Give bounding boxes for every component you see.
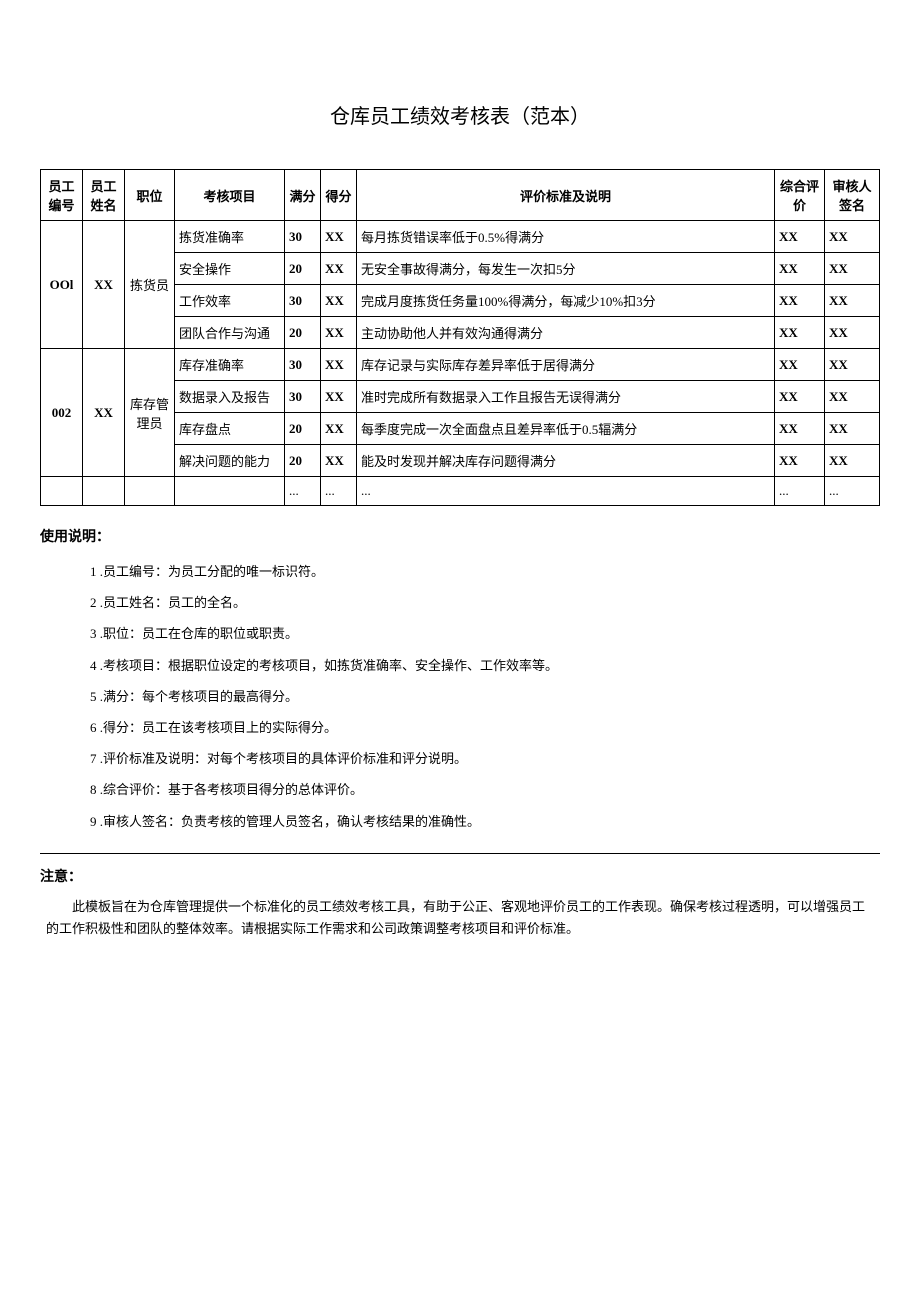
cell-item: 团队合作与沟通 — [175, 317, 285, 349]
cell-comp: XX — [775, 285, 825, 317]
header-score: 得分 — [321, 170, 357, 221]
cell-item: 解决问题的能力 — [175, 445, 285, 477]
page-title: 仓库员工绩效考核表（范本） — [40, 100, 880, 129]
instruction-item: 3 .职位：员工在仓库的职位或职责。 — [90, 618, 880, 649]
cell-sign: XX — [825, 221, 880, 253]
cell-criteria: 完成月度拣货任务量100%得满分，每减少10%扣3分 — [357, 285, 775, 317]
cell-sign: XX — [825, 381, 880, 413]
cell-comp: XX — [775, 413, 825, 445]
instruction-item: 2 .员工姓名：员工的全名。 — [90, 587, 880, 618]
cell-item: 数据录入及报告 — [175, 381, 285, 413]
cell-criteria: 准时完成所有数据录入工作且报告无误得满分 — [357, 381, 775, 413]
instruction-item: 8 .综合评价：基于各考核项目得分的总体评价。 — [90, 774, 880, 805]
cell-sign: XX — [825, 349, 880, 381]
header-name: 员工姓名 — [83, 170, 125, 221]
header-position: 职位 — [125, 170, 175, 221]
cell-full: 20 — [285, 413, 321, 445]
table-header-row: 员工编号 员工姓名 职位 考核项目 满分 得分 评价标准及说明 综合评价 审核人… — [41, 170, 880, 221]
cell-criteria: 库存记录与实际库存差异率低于居得满分 — [357, 349, 775, 381]
cell-sign: XX — [825, 285, 880, 317]
cell-item: 安全操作 — [175, 253, 285, 285]
header-signature: 审核人签名 — [825, 170, 880, 221]
instruction-item: 5 .满分：每个考核项目的最高得分。 — [90, 681, 880, 712]
cell-ellipsis: ... — [321, 477, 357, 506]
cell-score: XX — [321, 413, 357, 445]
instruction-item: 4 .考核项目：根据职位设定的考核项目，如拣货准确率、安全操作、工作效率等。 — [90, 650, 880, 681]
cell-ellipsis: ... — [357, 477, 775, 506]
cell-ellipsis: ... — [775, 477, 825, 506]
instruction-item: 9 .审核人签名：负责考核的管理人员签名，确认考核结果的准确性。 — [90, 806, 880, 837]
table-row-ellipsis: ............... — [41, 477, 880, 506]
header-criteria: 评价标准及说明 — [357, 170, 775, 221]
cell-full: 20 — [285, 445, 321, 477]
table-row: OOlXX拣货员拣货准确率30XX每月拣货错误率低于0.5%得满分XXXX — [41, 221, 880, 253]
cell-comp: XX — [775, 221, 825, 253]
cell-score: XX — [321, 285, 357, 317]
cell-sign: XX — [825, 445, 880, 477]
cell-sign: XX — [825, 253, 880, 285]
notice-heading: 注意： — [40, 866, 880, 886]
cell-ellipsis: ... — [285, 477, 321, 506]
header-id: 员工编号 — [41, 170, 83, 221]
cell-ellipsis — [175, 477, 285, 506]
table-row: 002XX库存管理员库存准确率30XX库存记录与实际库存差异率低于居得满分XXX… — [41, 349, 880, 381]
cell-employee-name: XX — [83, 349, 125, 477]
cell-criteria: 每季度完成一次全面盘点且差异率低于0.5辐满分 — [357, 413, 775, 445]
performance-table: 员工编号 员工姓名 职位 考核项目 满分 得分 评价标准及说明 综合评价 审核人… — [40, 169, 880, 506]
cell-full: 30 — [285, 221, 321, 253]
cell-score: XX — [321, 317, 357, 349]
cell-criteria: 每月拣货错误率低于0.5%得满分 — [357, 221, 775, 253]
cell-score: XX — [321, 253, 357, 285]
cell-full: 30 — [285, 349, 321, 381]
cell-sign: XX — [825, 413, 880, 445]
instruction-item: 1 .员工编号：为员工分配的唯一标识符。 — [90, 556, 880, 587]
cell-comp: XX — [775, 349, 825, 381]
instruction-list: 1 .员工编号：为员工分配的唯一标识符。2 .员工姓名：员工的全名。3 .职位：… — [40, 556, 880, 837]
notice-body: 此模板旨在为仓库管理提供一个标准化的员工绩效考核工具，有助于公正、客观地评价员工… — [40, 896, 880, 940]
cell-criteria: 无安全事故得满分，每发生一次扣5分 — [357, 253, 775, 285]
cell-item: 库存盘点 — [175, 413, 285, 445]
cell-item: 拣货准确率 — [175, 221, 285, 253]
header-full: 满分 — [285, 170, 321, 221]
divider — [40, 853, 880, 854]
cell-score: XX — [321, 349, 357, 381]
cell-item: 工作效率 — [175, 285, 285, 317]
header-item: 考核项目 — [175, 170, 285, 221]
cell-comp: XX — [775, 317, 825, 349]
cell-employee-id: 002 — [41, 349, 83, 477]
cell-score: XX — [321, 445, 357, 477]
cell-item: 库存准确率 — [175, 349, 285, 381]
cell-score: XX — [321, 221, 357, 253]
cell-sign: XX — [825, 317, 880, 349]
cell-full: 20 — [285, 317, 321, 349]
cell-criteria: 能及时发现并解决库存问题得满分 — [357, 445, 775, 477]
cell-ellipsis — [83, 477, 125, 506]
cell-comp: XX — [775, 381, 825, 413]
cell-comp: XX — [775, 445, 825, 477]
instruction-item: 6 .得分：员工在该考核项目上的实际得分。 — [90, 712, 880, 743]
instruction-item: 7 .评价标准及说明：对每个考核项目的具体评价标准和评分说明。 — [90, 743, 880, 774]
cell-score: XX — [321, 381, 357, 413]
cell-comp: XX — [775, 253, 825, 285]
cell-full: 30 — [285, 285, 321, 317]
cell-full: 30 — [285, 381, 321, 413]
cell-ellipsis: ... — [825, 477, 880, 506]
cell-ellipsis — [41, 477, 83, 506]
cell-employee-name: XX — [83, 221, 125, 349]
cell-full: 20 — [285, 253, 321, 285]
instructions-heading: 使用说明： — [40, 526, 880, 546]
cell-position: 库存管理员 — [125, 349, 175, 477]
cell-ellipsis — [125, 477, 175, 506]
cell-employee-id: OOl — [41, 221, 83, 349]
cell-criteria: 主动协助他人并有效沟通得满分 — [357, 317, 775, 349]
cell-position: 拣货员 — [125, 221, 175, 349]
header-comprehensive: 综合评价 — [775, 170, 825, 221]
